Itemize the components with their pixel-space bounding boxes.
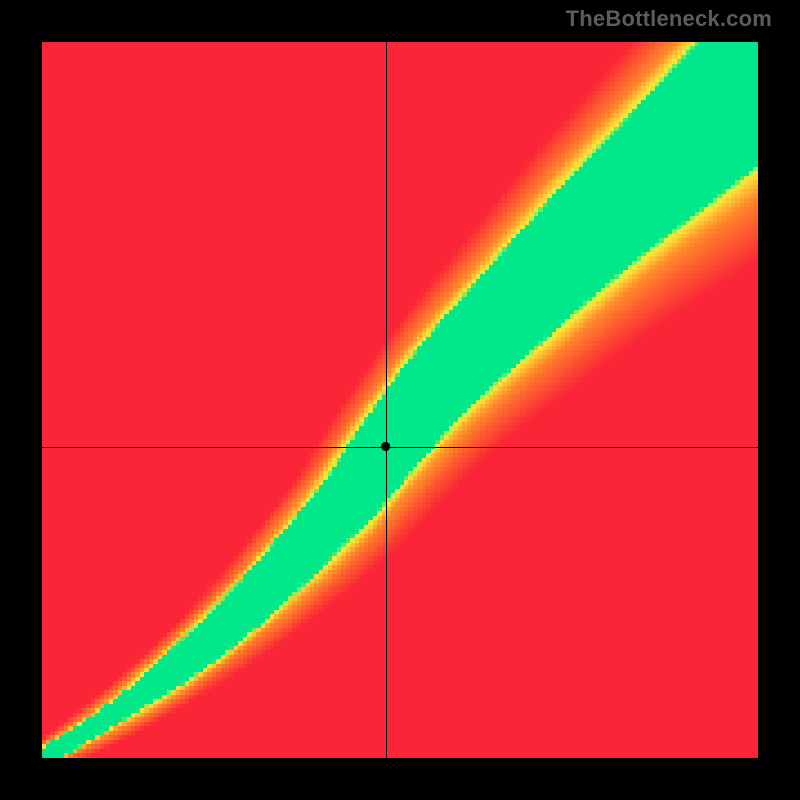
chart-container: TheBottleneck.com: [0, 0, 800, 800]
bottleneck-heatmap: [42, 42, 758, 758]
watermark-text: TheBottleneck.com: [566, 6, 772, 32]
